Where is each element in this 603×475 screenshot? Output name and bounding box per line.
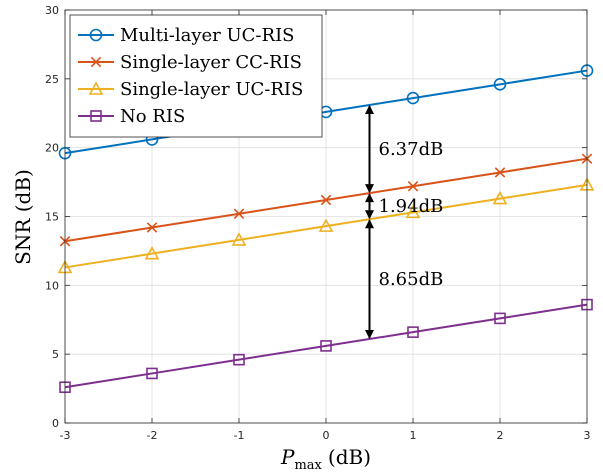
x-axis-label-sub: max bbox=[294, 458, 322, 473]
legend-label: Multi-layer UC-RIS bbox=[120, 25, 295, 46]
y-tick-label: 15 bbox=[45, 211, 59, 224]
legend-label: No RIS bbox=[120, 106, 185, 127]
arrowhead bbox=[365, 104, 374, 114]
x-axis-label-unit: (dB) bbox=[328, 445, 371, 469]
data-point bbox=[494, 312, 506, 325]
data-point bbox=[233, 353, 245, 366]
annotation-label: 6.37dB bbox=[379, 139, 444, 160]
legend: Multi-layer UC-RIS Single-layer CC-RIS Sin… bbox=[69, 14, 323, 138]
data-point bbox=[320, 340, 332, 352]
annotation-label: 8.65dB bbox=[379, 269, 444, 290]
series-line bbox=[64, 183, 588, 269]
plot-frame bbox=[64, 9, 588, 424]
x-tick-label: -1 bbox=[234, 429, 245, 442]
x-axis-label: Pmax (dB) bbox=[280, 445, 371, 473]
data-point bbox=[492, 190, 508, 205]
y-tick-label: 10 bbox=[45, 279, 59, 292]
data-point bbox=[146, 367, 158, 380]
x-tick-label: -3 bbox=[60, 429, 71, 442]
data-point bbox=[494, 167, 506, 178]
arrowhead bbox=[365, 330, 374, 340]
arrowhead bbox=[365, 219, 374, 229]
legend-label: Single-layer CC-RIS bbox=[120, 52, 302, 73]
series-line bbox=[64, 303, 588, 389]
legend-label: Single-layer UC-RIS bbox=[120, 79, 303, 100]
y-tick-label: 0 bbox=[52, 417, 59, 430]
arrowhead bbox=[365, 210, 374, 220]
data-point bbox=[320, 194, 332, 206]
y-tick-label: 20 bbox=[45, 142, 59, 155]
annotation-label: 1.94dB bbox=[379, 196, 444, 217]
y-tick-label: 25 bbox=[45, 73, 59, 86]
legend-marker bbox=[90, 56, 102, 68]
legend-marker bbox=[88, 81, 104, 95]
x-tick-label: 3 bbox=[584, 429, 591, 442]
data-point bbox=[146, 222, 158, 233]
data-point bbox=[407, 180, 419, 192]
series-line bbox=[64, 69, 588, 155]
x-tick-label: -2 bbox=[147, 429, 158, 442]
data-point bbox=[407, 326, 419, 338]
arrowhead bbox=[365, 184, 374, 194]
data-point bbox=[318, 218, 334, 232]
legend-marker bbox=[89, 28, 103, 42]
x-tick-label: 2 bbox=[497, 429, 504, 442]
x-tick-label: 1 bbox=[410, 429, 417, 442]
x-axis-label-main: P bbox=[280, 445, 295, 469]
data-point bbox=[406, 91, 420, 105]
data-point bbox=[405, 204, 421, 219]
data-point bbox=[144, 245, 160, 260]
data-point bbox=[231, 232, 247, 246]
annotations: 6.37dB 1.94dB 8.65dB bbox=[365, 104, 444, 340]
data-point bbox=[493, 78, 507, 91]
x-tick-label: 0 bbox=[323, 429, 330, 442]
arrowhead bbox=[365, 193, 374, 203]
y-axis-label: SNR (dB) bbox=[11, 169, 35, 265]
legend-marker bbox=[90, 110, 102, 122]
y-tick-label: 5 bbox=[52, 348, 59, 361]
data-point bbox=[233, 208, 245, 219]
y-tick-label: 30 bbox=[45, 4, 59, 17]
